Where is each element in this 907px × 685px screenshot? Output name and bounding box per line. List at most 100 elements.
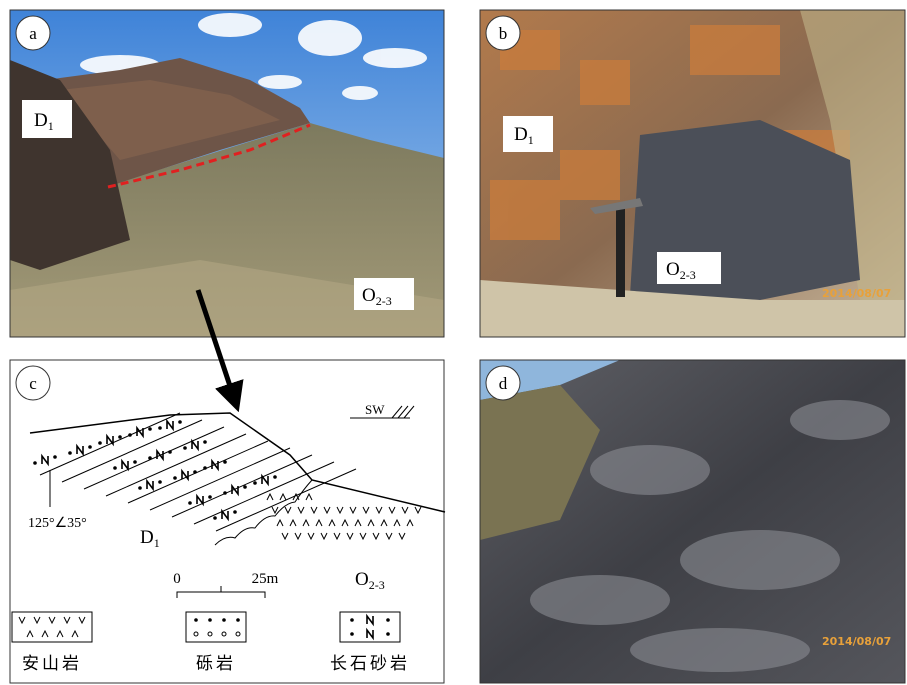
dot <box>158 426 162 430</box>
dot <box>386 618 390 622</box>
n-symbol <box>191 438 199 452</box>
dot <box>178 420 182 424</box>
dot <box>118 435 122 439</box>
dot <box>68 451 72 455</box>
unit-label: D1 <box>34 110 54 133</box>
n-symbol <box>41 453 49 467</box>
orientation: SW <box>365 402 385 417</box>
legend-conglomerate <box>185 611 247 643</box>
caret <box>341 518 349 527</box>
scale-end: 25m <box>252 571 279 587</box>
dot <box>193 470 197 474</box>
caret <box>276 518 284 527</box>
caret <box>336 506 344 515</box>
unit-label: O2-3 <box>362 285 392 308</box>
dot <box>98 441 102 445</box>
unit-label: O2-3 <box>666 259 696 282</box>
n-symbol <box>366 627 374 641</box>
caret <box>292 492 300 501</box>
frame <box>479 359 906 684</box>
n-symbol <box>146 478 154 492</box>
contact-line <box>107 123 311 189</box>
caret <box>388 506 396 515</box>
n-symbol <box>211 458 219 472</box>
caret <box>71 629 79 638</box>
pebble <box>221 631 227 637</box>
dot <box>113 466 117 470</box>
caret <box>380 518 388 527</box>
n-symbol <box>156 448 164 462</box>
dot <box>208 618 212 622</box>
caret <box>398 532 406 541</box>
dot <box>386 632 390 636</box>
orientation-symbol <box>350 405 415 419</box>
caret <box>401 506 409 515</box>
dot <box>203 440 207 444</box>
caret <box>359 532 367 541</box>
caret <box>315 518 323 527</box>
caret <box>56 629 64 638</box>
label-box <box>657 252 721 284</box>
caret <box>393 518 401 527</box>
dot <box>133 460 137 464</box>
dot <box>148 456 152 460</box>
dot <box>350 632 354 636</box>
frame <box>479 9 906 338</box>
dot <box>188 501 192 505</box>
panel-badge <box>485 15 521 51</box>
foreground <box>10 260 444 337</box>
topography <box>29 412 446 513</box>
caret <box>349 506 357 515</box>
caret <box>297 506 305 515</box>
caret <box>406 518 414 527</box>
n-symbol <box>196 493 204 507</box>
andesite-pattern <box>266 492 422 541</box>
panel-badge <box>15 365 51 401</box>
unconformity <box>214 479 313 546</box>
panel-badge <box>485 365 521 401</box>
legend-sandstone <box>339 611 401 643</box>
legend-label: 砾岩 <box>196 654 236 674</box>
unit-label: O2-3 <box>355 569 385 592</box>
dot <box>173 476 177 480</box>
caret <box>310 506 318 515</box>
n-symbol <box>231 483 239 497</box>
legend-label: 安山岩 <box>22 654 82 674</box>
dot <box>138 486 142 490</box>
bed-line <box>61 419 203 483</box>
bed-line <box>127 440 269 504</box>
caret <box>320 532 328 541</box>
caret <box>41 629 49 638</box>
panel-d: d 2014/08/07 <box>479 359 906 684</box>
label-box <box>503 116 553 152</box>
n-symbol <box>76 443 84 457</box>
bed-line <box>83 426 225 490</box>
scale-bar <box>176 586 266 598</box>
n-symbol <box>366 613 374 627</box>
caret <box>33 616 41 625</box>
n-symbol <box>121 458 129 472</box>
panel-badge <box>15 15 51 51</box>
n-symbol <box>136 425 144 439</box>
pebble <box>235 631 241 637</box>
attitude: 125°∠35° <box>28 516 87 531</box>
caret <box>414 506 422 515</box>
grass-slope <box>480 385 600 540</box>
dot <box>158 480 162 484</box>
panel-label: b <box>499 24 508 43</box>
caret <box>18 616 26 625</box>
dot <box>33 461 37 465</box>
bed-line <box>171 454 313 518</box>
caret <box>26 629 34 638</box>
dot <box>203 466 207 470</box>
unit-label: D1 <box>514 124 534 147</box>
caret <box>302 518 310 527</box>
dot <box>222 618 226 622</box>
n-symbol <box>181 468 189 482</box>
caret <box>385 532 393 541</box>
debris <box>480 280 905 337</box>
panel-label: a <box>29 24 37 43</box>
caret <box>346 532 354 541</box>
dot <box>148 427 152 431</box>
caret <box>367 518 375 527</box>
